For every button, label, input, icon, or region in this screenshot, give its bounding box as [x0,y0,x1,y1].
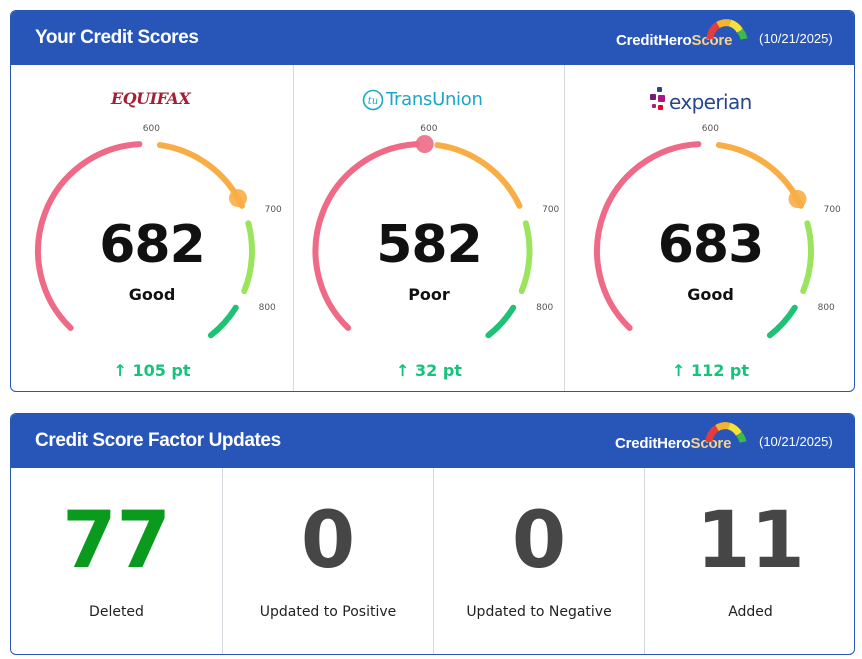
gauge-segment-excellent [207,304,239,339]
experian-gauge: 600 700 800 [594,124,841,339]
experian-dots-icon [650,87,665,110]
gauge-score-marker [229,189,247,208]
gauge-segment-good [800,220,814,295]
transunion-tu-icon: tu [362,89,384,111]
factor-updated-positive: 0 Updated to Positive [222,468,433,654]
credit-scores-title: Your Credit Scores [35,27,199,48]
gauge-segment-fair [434,142,523,209]
gauge-tick-label: 800 [536,303,553,313]
equifax-logo: EQUIFAX [111,89,191,108]
factor-positive-label: Updated to Positive [259,604,397,620]
scores-date: (10/21/2025) [759,31,833,46]
experian-score: 683 [657,215,765,275]
gauge-score-marker [788,190,807,208]
gauge-segment-excellent [485,304,517,339]
gauge-segment-poor [312,141,420,331]
transunion-logo: tu TransUnion [294,87,564,115]
transunion-change: ↑ 32 pt [396,361,462,380]
gauge-tick-label: 800 [818,303,835,313]
gauge-logo-icon [705,422,747,443]
gauge-score-marker [415,135,434,153]
transunion-gauge: 600 700 800 [312,124,560,339]
experian-rating: Good [687,285,734,304]
factor-deleted-value: 77 [62,496,171,586]
factor-added-value: 11 [696,496,805,586]
gauge-segment-poor [594,141,702,331]
arrow-up-icon: ↑ [113,361,133,380]
factor-added: 11 Added [644,468,854,654]
factor-negative-label: Updated to Negative [466,604,612,620]
gauge-segment-good [241,220,255,295]
factor-negative-value: 0 [511,496,567,586]
factor-deleted-label: Deleted [89,604,144,620]
experian-change: ↑ 112 pt [671,361,750,380]
equifax-change: ↑ 105 pt [113,361,191,380]
credit-scores-header: Your Credit Scores CreditHeroScore (10/2… [11,11,854,65]
factor-positive-value: 0 [300,496,356,586]
gauge-logo-icon [706,19,748,40]
gauge-segment-fair [715,142,804,209]
equifax-rating: Good [128,285,176,304]
gauge-tick-label: 600 [143,124,160,134]
credit-scores-card: Your Credit Scores CreditHeroScore (10/2… [10,10,855,392]
factor-updated-negative: 0 Updated to Negative [433,468,644,654]
gauge-tick-label: 600 [702,124,719,134]
arrow-up-icon: ↑ [671,361,691,380]
experian-score-panel: experian 600 700 800 683 Good ↑ 112 pt [564,65,854,391]
gauge-tick-label: 700 [542,205,559,215]
experian-logo: experian [565,87,854,115]
gauge-segment-poor [35,141,143,331]
arrow-up-icon: ↑ [396,361,416,380]
equifax-score: 682 [99,215,206,275]
svg-text:tu: tu [368,96,378,107]
gauge-tick-label: 600 [420,124,437,134]
factor-updates-title: Credit Score Factor Updates [35,430,281,451]
factor-deleted: 77 Deleted [11,468,222,654]
transunion-rating: Poor [408,285,450,304]
factors-date: (10/21/2025) [759,434,833,449]
factor-updates-header: Credit Score Factor Updates CreditHeroSc… [11,414,854,468]
equifax-gauge: 600 700 800 [35,124,282,339]
equifax-score-panel: EQUIFAX 600 700 800 682 Good ↑ 105 pt [11,65,293,391]
gauge-segment-excellent [766,304,798,339]
gauge-tick-label: 700 [265,205,282,215]
factor-added-label: Added [728,604,773,620]
transunion-score: 582 [376,215,483,275]
gauge-tick-label: 700 [824,205,841,215]
gauge-segment-good [518,220,533,295]
transunion-score-panel: tu TransUnion 600 700 800 582 Poor ↑ 32 pt [293,65,564,391]
factor-updates-card: Credit Score Factor Updates CreditHeroSc… [10,413,855,655]
gauge-tick-label: 800 [259,303,276,313]
